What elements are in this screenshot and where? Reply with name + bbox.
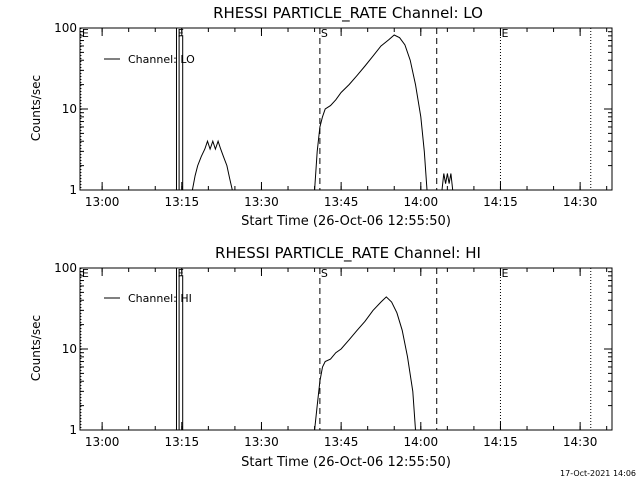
y-tick-label: 10 <box>62 102 77 116</box>
x-tick-label: 14:30 <box>563 195 598 209</box>
timestamp: 17-Oct-2021 14:06 <box>560 469 636 478</box>
y-axis-label: Counts/sec <box>29 315 43 381</box>
event-marker-label: E <box>501 267 508 280</box>
series-line <box>314 34 428 191</box>
legend: Channel: HI <box>104 292 192 305</box>
panel-lo: RHESSI PARTICLE_RATE Channel: LO Counts/… <box>29 4 613 229</box>
x-tick-label: 13:30 <box>244 435 279 449</box>
y-tick-label: 10 <box>62 342 77 356</box>
y-tick-label: 100 <box>54 261 77 275</box>
event-marker-label: E <box>82 27 89 40</box>
x-tick-label: 14:30 <box>563 435 598 449</box>
event-marker-label: E <box>501 27 508 40</box>
x-tick-label: 13:00 <box>85 195 120 209</box>
series-line <box>314 296 416 431</box>
event-marker-label: F <box>177 267 183 280</box>
x-tick-label: 14:15 <box>483 195 518 209</box>
series-line <box>191 139 233 191</box>
x-tick-label: 14:00 <box>404 195 439 209</box>
legend: Channel: LO <box>104 53 195 66</box>
plot-frame <box>79 27 613 191</box>
x-tick-label: 14:00 <box>404 435 439 449</box>
legend-label: Channel: HI <box>128 292 192 305</box>
series-line <box>178 275 184 430</box>
x-tick-label: 13:45 <box>324 435 359 449</box>
event-marker-label: S <box>321 267 328 280</box>
x-tick-label: 14:15 <box>483 435 518 449</box>
panel-title: RHESSI PARTICLE_RATE Channel: LO <box>213 4 483 23</box>
y-axis-label: Counts/sec <box>29 75 43 141</box>
y-tick-label: 1 <box>69 183 77 197</box>
plot-frame <box>79 267 613 431</box>
legend-label: Channel: LO <box>128 53 195 66</box>
x-tick-label: 13:15 <box>165 435 200 449</box>
x-axis-label: Start Time (26-Oct-06 12:55:50) <box>241 455 451 470</box>
x-tick-label: 13:15 <box>165 195 200 209</box>
event-marker-label: E <box>82 267 89 280</box>
event-marker-label: S <box>321 27 328 40</box>
x-tick-label: 13:45 <box>324 195 359 209</box>
y-tick-label: 100 <box>54 21 77 35</box>
panel-title: RHESSI PARTICLE_RATE Channel: HI <box>215 244 481 263</box>
event-marker-label: F <box>177 27 183 40</box>
x-tick-label: 13:00 <box>85 435 120 449</box>
x-tick-label: 13:30 <box>244 195 279 209</box>
panel-hi: RHESSI PARTICLE_RATE Channel: HI Counts/… <box>29 244 613 470</box>
series-line <box>178 35 184 190</box>
x-axis-label: Start Time (26-Oct-06 12:55:50) <box>241 214 451 229</box>
series-line <box>441 173 454 191</box>
y-tick-label: 1 <box>69 423 77 437</box>
